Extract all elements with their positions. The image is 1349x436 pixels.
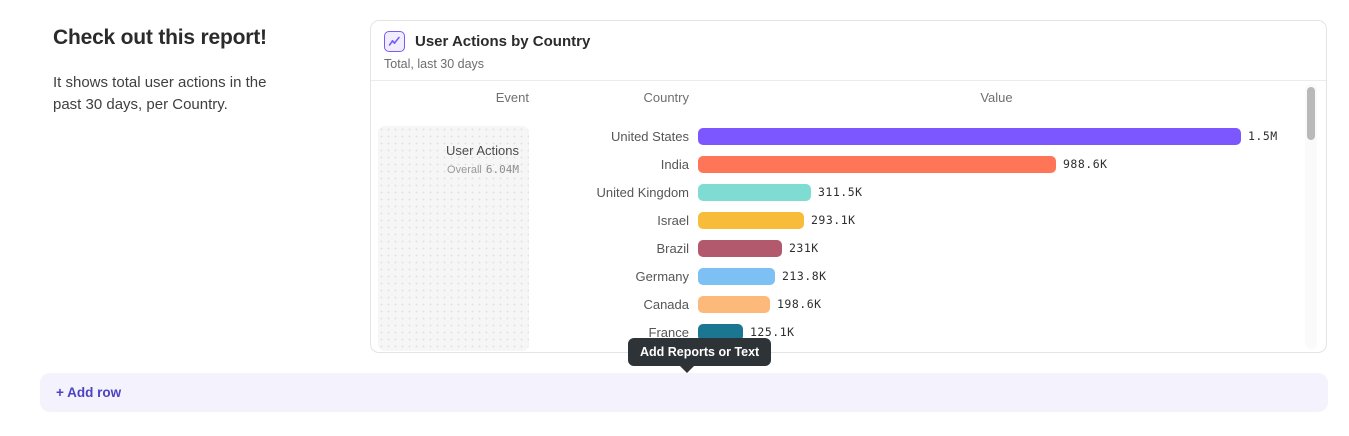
chart-row: India 988.6K	[539, 150, 1314, 178]
event-name: User Actions	[446, 143, 519, 158]
scrollbar-track[interactable]	[1305, 84, 1317, 349]
chart-row: United States 1.5M	[539, 122, 1314, 150]
country-label: Germany	[635, 268, 689, 284]
value-bar[interactable]	[698, 211, 804, 229]
intro-body: It shows total user actions in the past …	[53, 74, 267, 113]
column-header-event: Event	[495, 90, 529, 105]
scrollbar-thumb[interactable]	[1307, 87, 1315, 140]
value-bar[interactable]	[698, 127, 1241, 145]
report-card[interactable]: User Actions by Country Total, last 30 d…	[370, 20, 1327, 353]
country-label: Canada	[643, 296, 689, 312]
report-subtitle: Total, last 30 days	[384, 57, 485, 71]
value-bar[interactable]	[698, 323, 743, 341]
value-bar[interactable]	[698, 155, 1056, 173]
column-header-country: Country	[643, 90, 689, 105]
chart-row: Canada 198.6K	[539, 290, 1314, 318]
value-bar[interactable]	[698, 267, 775, 285]
chart-row: Israel 293.1K	[539, 206, 1314, 234]
bar-value-label: 988.6K	[1063, 157, 1108, 171]
chart-row: Brazil 231K	[539, 234, 1314, 262]
event-overall-label: Overall	[447, 164, 482, 176]
bar-chart-table: Event Country Value User Actions Overall…	[371, 82, 1326, 352]
intro-heading: Check out this report!	[53, 26, 267, 49]
tooltip-caret-icon	[679, 365, 695, 373]
report-title: User Actions by Country	[415, 33, 591, 50]
bar-value-label: 231K	[789, 241, 819, 255]
bar-value-label: 311.5K	[818, 185, 863, 199]
chart-row: Germany 213.8K	[539, 262, 1314, 290]
country-label: United States	[610, 128, 689, 144]
bar-value-label: 213.8K	[782, 269, 827, 283]
tooltip-label: Add Reports or Text	[640, 345, 760, 359]
value-bar[interactable]	[698, 239, 782, 257]
value-bar[interactable]	[698, 295, 770, 313]
add-reports-tooltip: Add Reports or Text	[628, 338, 772, 366]
value-bar[interactable]	[698, 183, 811, 201]
report-card-header: User Actions by Country Total, last 30 d…	[371, 21, 1326, 81]
bar-value-label: 293.1K	[811, 213, 856, 227]
chart-row: France 125.1K	[539, 318, 1314, 346]
country-label: United Kingdom	[596, 184, 690, 200]
column-header-value: Value	[980, 90, 1013, 105]
add-row-label: + Add row	[56, 385, 122, 400]
bar-value-label: 1.5M	[1248, 129, 1278, 143]
country-label: Brazil	[656, 240, 689, 256]
bar-value-label: 125.1K	[750, 325, 795, 339]
add-row-button[interactable]: + Add row	[40, 373, 1328, 412]
event-cell[interactable]: User Actions Overall 6.04M	[378, 126, 529, 351]
country-label: India	[660, 156, 689, 172]
country-label: France	[648, 324, 689, 340]
chart-rows: United States 1.5M India 988.6K United Kingd…	[539, 122, 1314, 346]
bar-value-label: 198.6K	[777, 297, 822, 311]
column-headers: Event Country Value	[378, 90, 1304, 105]
event-overall-value: 6.04M	[485, 163, 519, 176]
event-overall: Overall 6.04M	[378, 163, 519, 176]
country-label: Israel	[657, 212, 689, 228]
insights-chart-icon	[384, 31, 405, 52]
chart-row: United Kingdom 311.5K	[539, 178, 1314, 206]
